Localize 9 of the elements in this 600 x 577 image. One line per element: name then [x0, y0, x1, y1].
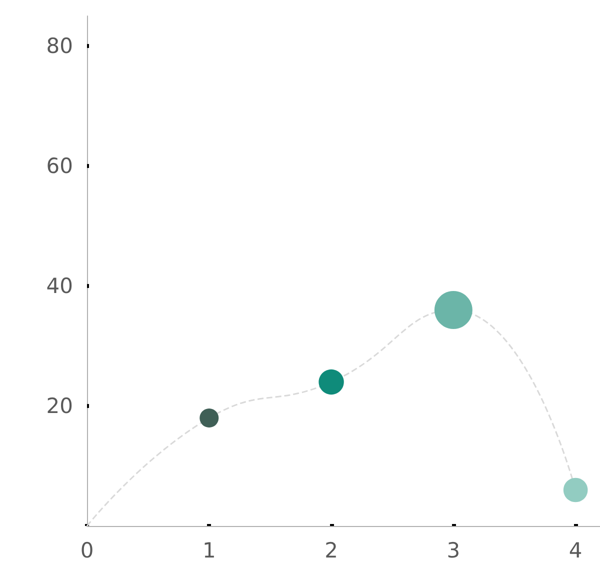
x-tick-label: 4: [568, 538, 582, 562]
y-tick-label: 20: [46, 394, 73, 418]
y-tick-label: 60: [46, 154, 73, 178]
x-tick-label: 2: [324, 538, 338, 562]
y-tick-label: 80: [46, 34, 73, 58]
x-tick-label: 0: [80, 538, 94, 562]
x-tick-label: 3: [446, 538, 460, 562]
x-tick-label: 1: [202, 538, 216, 562]
y-tick-label: 40: [46, 274, 73, 298]
